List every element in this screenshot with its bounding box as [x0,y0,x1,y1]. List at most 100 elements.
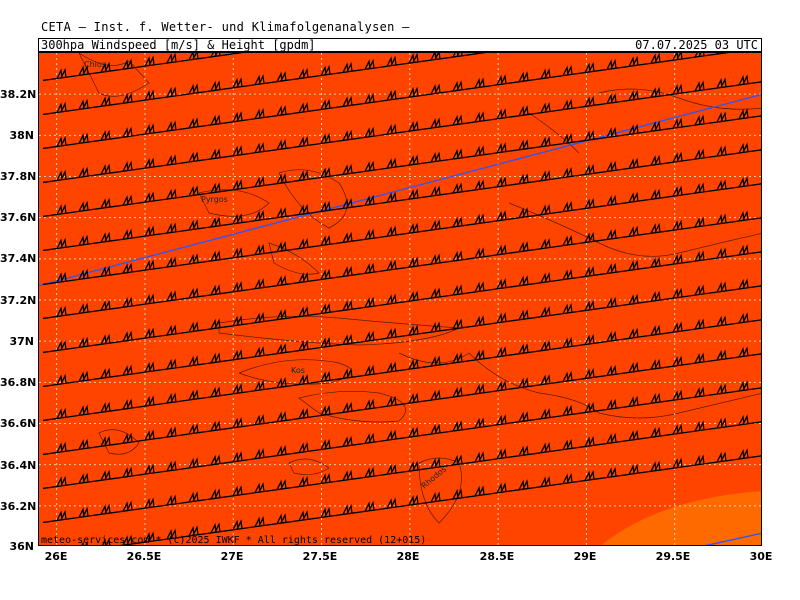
wind-barb [658,287,683,301]
lon-label: 27.5E [302,550,338,563]
wind-barb [306,438,331,453]
wind-barb [570,197,595,212]
wind-barb [350,432,375,446]
wind-barb [658,117,683,131]
wind-barb [658,423,683,437]
wind-barb [174,151,199,165]
wind-barb [64,438,89,453]
wind-barb [658,457,683,471]
wind-barb [702,111,727,125]
wind-barb [218,417,243,431]
wind-barb [724,414,749,428]
wind-barb [592,466,617,481]
wind-barb [482,414,507,428]
wind-barb [482,278,507,292]
wind-barb [460,315,485,329]
wind-barb [86,333,111,347]
wind-barb [438,352,463,366]
wind-barb [394,392,419,406]
wind-barb [350,58,375,72]
lon-label: 29.5E [655,550,691,563]
lat-label: 38.2N [0,88,37,101]
wind-barb [130,429,155,443]
place-pyrgos: Pyrgos [201,195,228,204]
wind-barb [372,497,397,511]
wind-barb [306,64,331,79]
wind-barb [372,55,397,69]
lat-label: 36.4N [0,459,37,472]
wind-barbs [42,53,761,545]
wind-barb [86,197,111,211]
wind-barb [482,244,507,258]
wind-barb [196,216,221,230]
lat-label: 36.2N [0,500,37,513]
wind-barb [724,142,749,156]
wind-barb [372,327,397,341]
wind-barb [614,89,639,104]
wind-barb [218,519,243,533]
wind-barb [460,179,485,193]
wind-barb [394,222,419,236]
wind-barb [438,80,463,94]
wind-barb [460,77,485,91]
wind-barb [548,200,573,215]
wind-barb [218,383,243,397]
wind-barb [570,401,595,416]
wind-barb [284,271,309,286]
wind-barb [416,185,441,199]
wind-barb [702,145,727,159]
wind-barb [196,148,221,162]
wind-barb [482,312,507,326]
wind-barb [218,485,243,499]
wind-barb [658,219,683,233]
wind-barb [108,126,133,140]
wind-barb [262,70,287,85]
wind-barb [152,426,177,440]
wind-barb [636,426,661,440]
wind-barb [306,336,331,351]
wind-barb [196,53,221,60]
wind-barb [548,98,573,113]
wind-barb [394,154,419,168]
wind-barb [592,432,617,447]
wind-barb [284,475,309,490]
wind-barb [218,111,243,125]
wind-barb [152,324,177,338]
wind-barb [438,114,463,128]
wind-barb [240,482,265,496]
wind-barb [240,278,265,292]
wind-barb [658,253,683,267]
wind-barb [394,324,419,338]
wind-barb [460,247,485,261]
wind-barb [152,86,177,100]
wind-barb [108,500,133,514]
wind-barb [614,361,639,376]
wind-barb [108,160,133,174]
wind-barb [504,275,529,289]
wind-barb [482,380,507,394]
wind-barb [372,225,397,239]
wind-barb [284,203,309,218]
valid-datetime: 07.07.2025 03 UTC [635,38,758,52]
wind-barb [570,333,595,348]
lat-label: 36.8N [0,376,37,389]
wind-barb [306,506,331,521]
wind-barb [702,451,727,465]
wind-barb [680,318,705,332]
wind-barb [108,432,133,446]
wind-barb [416,389,441,403]
wind-barb [394,53,419,66]
wind-barb [504,207,529,221]
wind-barb [746,148,761,153]
wind-barb [548,404,573,419]
wind-barb [592,58,617,73]
lon-label: 28E [396,550,420,563]
wind-barb [218,281,243,295]
wind-barb [262,512,287,527]
wind-barb [42,339,67,354]
wind-barb [416,83,441,97]
wind-barb [570,265,595,280]
wind-barb [680,420,705,434]
wind-barb [196,182,221,196]
wind-barb [570,469,595,484]
